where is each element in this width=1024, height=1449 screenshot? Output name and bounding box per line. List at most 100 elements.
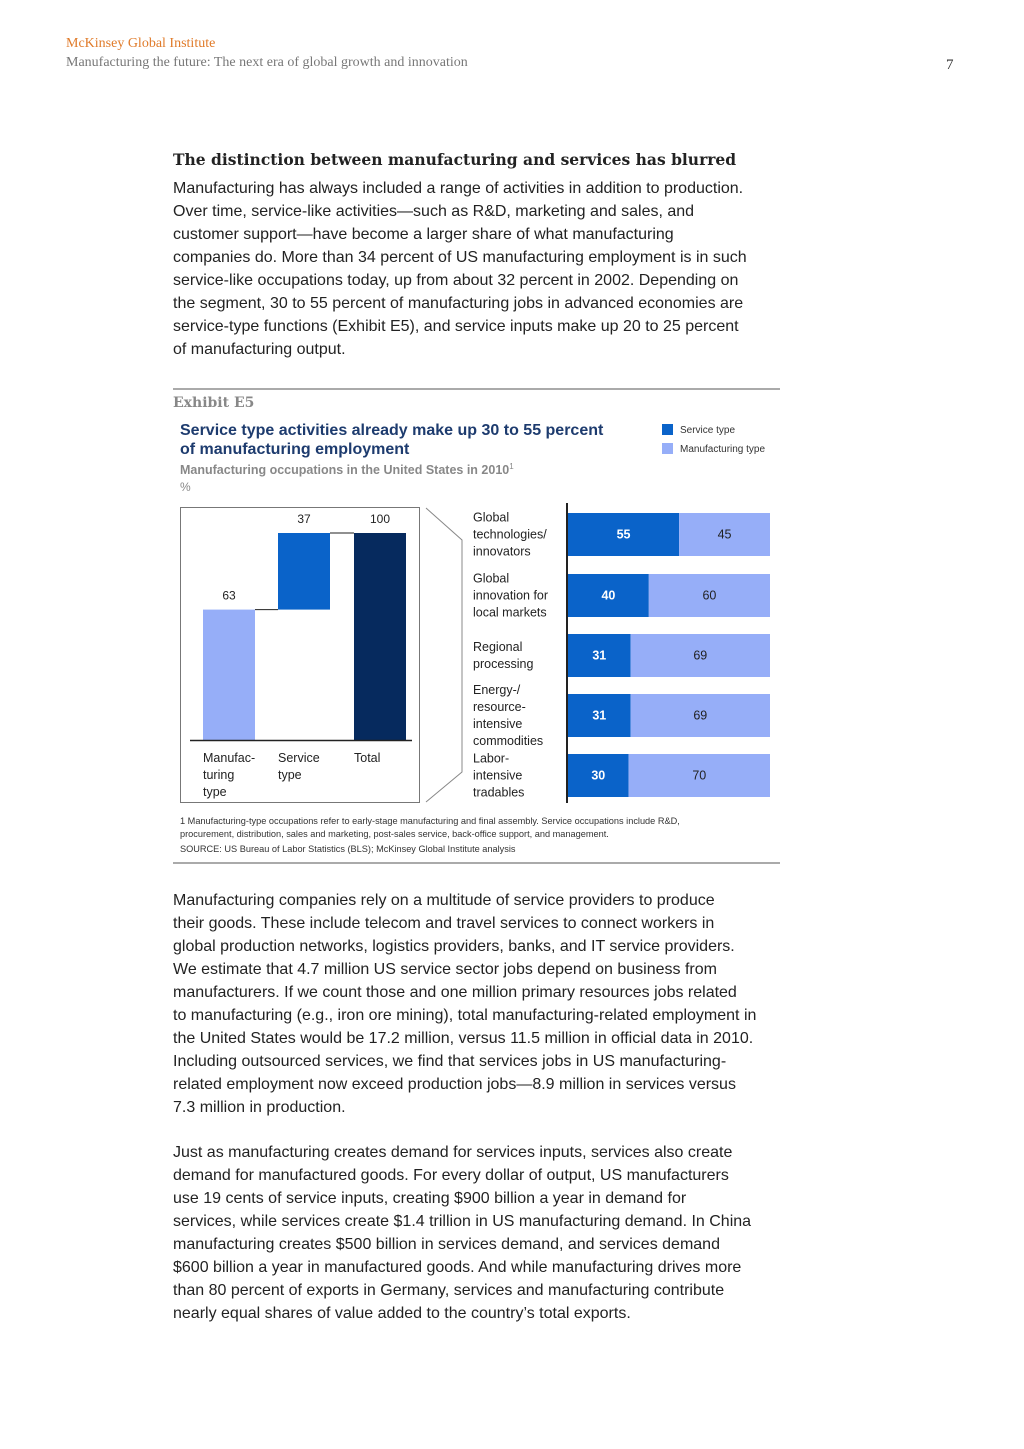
- row-category-label: processing: [473, 657, 533, 671]
- stacked-bar-segment: [630, 694, 770, 737]
- paragraph-line: related employment now exceed production…: [173, 1076, 736, 1093]
- row-category-label: technologies/: [473, 528, 547, 542]
- waterfall-category-label: type: [278, 768, 302, 782]
- row-category-label: intensive: [473, 717, 522, 731]
- paragraph-line: of manufacturing output.: [173, 341, 346, 358]
- waterfall-bar: [203, 609, 255, 740]
- source-note: SOURCE: US Bureau of Labor Statistics (B…: [180, 844, 516, 854]
- paragraph-line: than 80 percent of exports in Germany, s…: [173, 1282, 725, 1299]
- paragraph-line: companies do. More than 34 percent of US…: [173, 249, 747, 266]
- paragraph-line: Manufacturing companies rely on a multit…: [173, 892, 715, 909]
- segment-value-label: 70: [692, 769, 706, 783]
- body-paragraph: Manufacturing companies rely on a multit…: [173, 889, 785, 1119]
- exhibit-unit: %: [180, 480, 191, 494]
- waterfall-category-label: type: [203, 785, 227, 799]
- paragraph-line: Over time, service-like activities—such …: [173, 203, 695, 220]
- segment-value-label: 31: [592, 649, 606, 663]
- exhibit-title-line: of manufacturing employment: [180, 441, 410, 458]
- segment-value-label: 60: [702, 589, 716, 603]
- row-category-label: innovators: [473, 545, 531, 559]
- segment-value-label: 31: [592, 709, 606, 723]
- legend-swatch: [662, 443, 673, 454]
- segment-value-label: 55: [617, 528, 631, 542]
- waterfall-value-label: 37: [297, 512, 311, 526]
- page-number: 7: [946, 57, 954, 73]
- legend-item-manufacturing: Manufacturing type: [662, 443, 765, 455]
- footnote-line: 1 Manufacturing-type occupations refer t…: [180, 816, 680, 826]
- waterfall-value-label: 100: [370, 512, 390, 526]
- stacked-bar-segment: [568, 574, 649, 617]
- paragraph-line: use 19 cents of service inputs, creating…: [173, 1190, 687, 1207]
- paragraph-line: global production networks, logistics pr…: [173, 938, 735, 955]
- waterfall-value-label: 63: [222, 589, 236, 603]
- stacked-bar-segment: [648, 574, 770, 617]
- paragraph-line: We estimate that 4.7 million US service …: [173, 961, 717, 978]
- row-category-label: Global: [473, 511, 509, 525]
- exhibit-title-line: Service type activities already make up …: [180, 422, 604, 439]
- segment-value-label: 69: [693, 649, 707, 663]
- segment-value-label: 45: [718, 528, 732, 542]
- paragraph-line: manufacturers. If we count those and one…: [173, 984, 737, 1001]
- paragraph-line: manufacturing creates $500 billion in se…: [173, 1236, 720, 1253]
- stacked-bar-segment: [628, 754, 770, 797]
- row-category-label: Energy-/: [473, 683, 521, 697]
- row-category-label: commodities: [473, 734, 543, 748]
- publisher-name: McKinsey Global Institute: [66, 36, 216, 51]
- paragraph-line: customer support—have become a larger sh…: [173, 226, 674, 243]
- stacked-bar-segment: [568, 634, 631, 677]
- row-category-label: intensive: [473, 769, 522, 783]
- waterfall-category-label: Service: [278, 751, 320, 765]
- intro-paragraph: Manufacturing has always included a rang…: [173, 177, 785, 361]
- waterfall-category-label: turing: [203, 768, 234, 782]
- row-category-label: Labor-: [473, 752, 509, 766]
- paragraph-line: nearly equal shares of value added to th…: [173, 1305, 631, 1322]
- segment-value-label: 40: [601, 589, 615, 603]
- zoom-bracket: [425, 507, 463, 803]
- paragraph-line: their goods. These include telecom and t…: [173, 915, 715, 932]
- paragraph-line: the segment, 30 to 55 percent of manufac…: [173, 295, 744, 312]
- row-category-label: Global: [473, 572, 509, 586]
- segment-value-label: 30: [591, 769, 605, 783]
- stacked-bar-segment: [568, 513, 680, 556]
- row-category-label: resource-: [473, 700, 526, 714]
- legend-item-service: Service type: [662, 424, 735, 436]
- paragraph-line: services, while services create $1.4 tri…: [173, 1213, 752, 1230]
- row-category-label: tradables: [473, 786, 524, 800]
- exhibit-title: Service type activities already make up …: [180, 421, 603, 459]
- footnote-marker: 1: [509, 462, 514, 471]
- paragraph-line: service-like occupations today, up from …: [173, 272, 739, 289]
- paragraph-line: to manufacturing (e.g., iron ore mining)…: [173, 1007, 757, 1024]
- paragraph-line: Just as manufacturing creates demand for…: [173, 1144, 733, 1161]
- exhibit-top-rule: [173, 388, 780, 390]
- row-category-label: local markets: [473, 606, 547, 620]
- report-title: Manufacturing the future: The next era o…: [66, 55, 468, 70]
- waterfall-bar: [278, 533, 330, 610]
- waterfall-category-label: Manufac-: [203, 751, 255, 765]
- waterfall-bar: [354, 533, 406, 740]
- paragraph-line: Manufacturing has always included a rang…: [173, 180, 744, 197]
- footnote-line: procurement, distribution, sales and mar…: [180, 829, 609, 839]
- body-paragraph: Just as manufacturing creates demand for…: [173, 1141, 785, 1325]
- paragraph-line: the United States would be 17.2 million,…: [173, 1030, 754, 1047]
- stacked-bar-segment: [568, 694, 631, 737]
- section-heading: The distinction between manufacturing an…: [173, 150, 737, 169]
- exhibit-bottom-rule: [173, 862, 780, 864]
- exhibit-label: Exhibit E5: [173, 395, 255, 411]
- paragraph-line: Including outsourced services, we find t…: [173, 1053, 727, 1070]
- waterfall-category-label: Total: [354, 751, 380, 765]
- legend-label: Service type: [680, 425, 736, 436]
- legend-label: Manufacturing type: [680, 444, 766, 455]
- paragraph-line: demand for manufactured goods. For every…: [173, 1167, 729, 1184]
- paragraph-line: $600 billion a year in manufactured good…: [173, 1259, 742, 1276]
- waterfall-frame: [180, 507, 420, 803]
- segment-value-label: 69: [693, 709, 707, 723]
- stacked-bar-segment: [568, 754, 629, 797]
- paragraph-line: service-type functions (Exhibit E5), and…: [173, 318, 739, 335]
- legend-swatch: [662, 424, 673, 435]
- row-category-label: innovation for: [473, 589, 548, 603]
- exhibit-subtitle: Manufacturing occupations in the United …: [180, 462, 514, 477]
- paragraph-line: 7.3 million in production.: [173, 1099, 346, 1116]
- exhibit-subtitle-text: Manufacturing occupations in the United …: [180, 463, 510, 478]
- stacked-bar-segment: [630, 634, 770, 677]
- row-category-label: Regional: [473, 640, 522, 654]
